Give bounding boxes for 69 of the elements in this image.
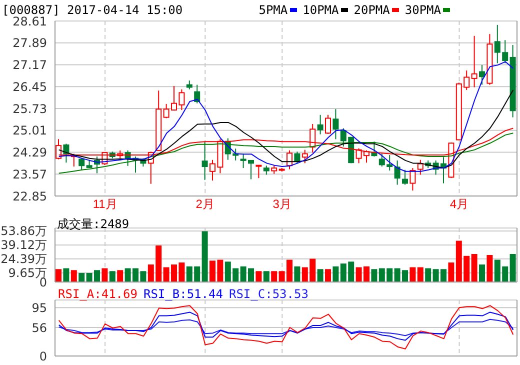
candlestick [202,141,208,180]
y-tick-label: 23.57 [12,167,47,182]
legend-label: 5PMA [258,3,289,17]
line-series [58,305,514,350]
series-label: RSI_A:41.69 [58,287,138,301]
bar [448,262,454,282]
bar [325,269,331,282]
candlestick [63,143,70,164]
legend-label: 20PMA [354,3,391,17]
y-tick-label: 0 [39,349,47,364]
bar [102,268,108,282]
y-tick-label: 53.86万 [0,224,47,238]
bar [417,267,424,282]
bar [256,271,262,282]
candlestick [302,149,308,164]
x-tick-label: 2月 [196,197,214,211]
candlestick [402,169,408,186]
candlestick [256,164,262,179]
candlestick [317,114,324,135]
bar [510,254,516,282]
bar [486,254,493,282]
legend-label: 30PMA [404,3,442,17]
bar [425,268,432,282]
candlestick [263,165,270,176]
line-series [58,312,514,341]
y-tick-label: 25.01 [12,124,47,138]
bar [479,264,485,282]
y-tick-label: 27.17 [12,58,47,72]
bar [63,268,70,282]
candlestick [410,168,416,192]
bar [410,267,416,282]
candlestick [417,159,424,176]
y-tick-label: 28.61 [12,14,47,28]
bar [56,269,62,282]
y-tick-label: 27.89 [12,36,47,50]
bar [271,271,278,282]
y-tick-label: 26.45 [12,80,47,94]
y-tick-label: 22.85 [12,189,47,204]
chart-title: [000887] 2017-04-14 15:00 [2,3,183,17]
legend-label: 10PMA [302,3,340,17]
candlestick [332,108,339,140]
line-series [58,318,514,336]
bar [202,231,208,282]
bar [332,266,339,282]
chart-title: 成交量:2489 [57,216,130,233]
bar [263,271,270,282]
candlestick [471,35,478,88]
bar [371,269,378,282]
series-label: RSI_B:51.44 [143,287,223,301]
bar [78,272,85,282]
x-tick-label: 4月 [450,197,469,211]
candlestick [325,114,331,135]
text: RSI_C:53.53 [228,287,308,301]
bar [294,266,300,282]
bar [70,270,77,282]
x-tick-label: 3月 [272,197,292,211]
x-tick-label: 11月 [92,197,118,211]
bar [471,254,478,282]
bar [117,270,124,282]
bar [317,269,324,282]
y-tick-label: 25.73 [12,102,47,116]
y-tick-label: 39.12万 [0,238,47,252]
y-tick-label: 95 [32,300,47,315]
bar [109,271,116,282]
y-tick-label: 24.39万 [0,252,47,266]
candlestick [479,64,485,86]
candlestick [394,160,400,186]
y-tick-label: 24.29 [12,146,47,160]
y-tick-label: 56 [32,320,47,335]
